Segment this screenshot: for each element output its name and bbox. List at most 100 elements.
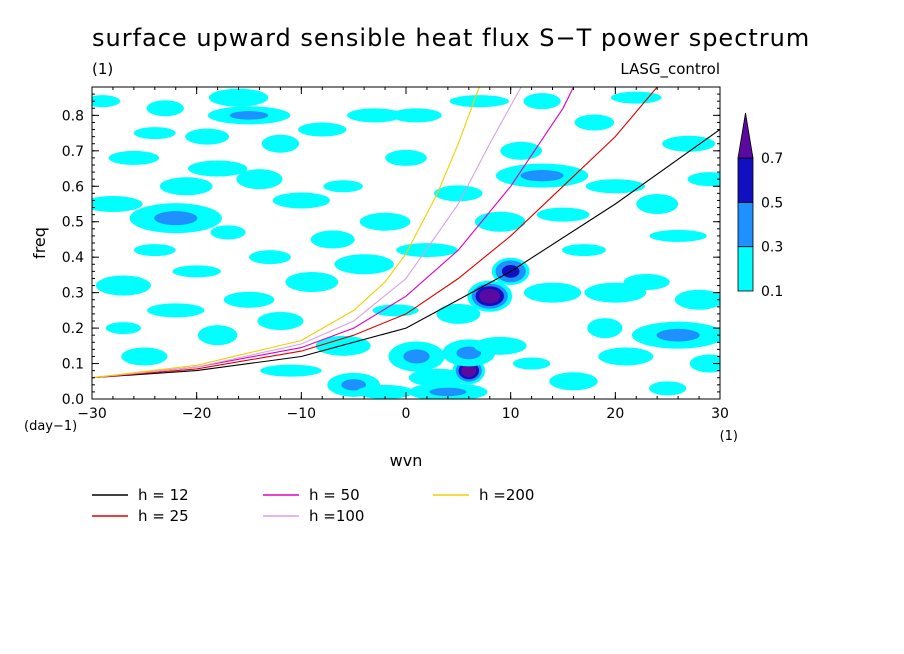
contour-blob [656,328,700,342]
contour-blob [449,95,509,108]
curve-h200 [92,87,480,379]
chart-subtitle-right: LASG_control [620,60,720,79]
legend-entry: h =100 [309,507,364,525]
y-tick-label: 0.5 [62,215,84,231]
chart-title: surface upward sensible heat flux S−T po… [92,24,810,52]
curve-h25 [92,87,658,379]
contour-blob [236,169,283,190]
contour-blob [341,379,366,391]
contour-blob [687,172,720,187]
contour-blob [92,196,143,212]
contour-blob [347,108,403,123]
contour-blob [649,229,707,242]
contour-blob [549,372,598,391]
x-tick-label: 10 [502,406,520,422]
contour-blob [92,95,121,108]
legend: h = 12 h = 25 h = 50 h =100 h =200 [92,486,534,525]
contour-blob [429,387,467,397]
colorbar-extend-arrow [737,112,754,159]
y-tick-label: 0.3 [62,286,84,302]
contour-blob [159,177,213,196]
contour-blob [574,114,615,131]
y-tick-label: 0.8 [62,108,84,124]
contour-blob [674,289,720,310]
contour-blob [396,243,458,258]
contour-blob [479,288,501,304]
contour-blob [257,312,304,330]
contour-blob [434,185,483,202]
contour-blob [261,134,300,153]
x-axis-label: wvn [390,451,423,470]
contour-blob [403,349,430,364]
legend-entry: h = 12 [138,486,189,504]
contour-blob [133,244,176,257]
contour-blob [285,272,339,292]
colorbar-label: 0.5 [761,195,783,211]
colorbar-label: 0.3 [761,240,783,256]
contour-blob [391,108,442,123]
contour-blob [520,170,564,182]
contour-blob [598,347,654,366]
y-tick-label: 0.0 [62,392,84,408]
x-tick-label: −20 [182,406,212,422]
contour-blob [172,265,221,278]
contour-blob [561,244,606,257]
contour-blob [474,211,526,232]
contour-blob [154,211,198,226]
y-tick-label: 0.6 [62,179,84,195]
contour-blob [636,194,679,214]
y-tick-label: 0.2 [62,321,84,337]
colorbar-segment [737,201,754,248]
x-tick-label: 30 [711,406,729,422]
colorbar: 0.1 0.3 0.5 0.7 [737,112,783,300]
contour-blob [523,93,561,110]
x-tick-label: −10 [287,406,317,422]
contour-blob [536,207,590,222]
x-unit-label: (1) [720,429,738,444]
contour-blob [210,225,246,240]
contour-blob [298,122,347,137]
colorbar-segment [737,246,754,292]
contour-blob [229,111,269,120]
colorbar-segment [737,157,754,203]
contour-blob [610,91,662,104]
contour-blob [133,127,176,140]
y-tick-label: 0.4 [62,250,84,266]
y-tick-label: 0.1 [62,357,84,373]
x-tick-label: 0 [402,406,411,422]
contour-blob [385,149,427,166]
contour-blob [585,179,646,194]
contour-blob [249,250,291,265]
contour-blob [105,322,141,335]
contour-blob [208,88,269,107]
chart-subtitle-left: (1) [92,60,113,78]
contour-blob [408,368,466,387]
contour-blob [197,325,238,346]
contour-blob [500,141,543,160]
contour-blob [185,128,230,145]
y-axis-label: freq [30,227,49,259]
contour-blob [648,381,687,396]
contour-blob [436,303,481,324]
plot-area: −30 −20 −10 0 10 20 30 0.0 0.1 0.2 0.3 0.4 0.5 0.6 0.7… [62,86,729,422]
contour-blob [315,335,371,356]
legend-entry: h = 25 [138,507,189,525]
contour-blob [146,100,184,117]
contour-blob [223,291,275,308]
legend-entry: h = 50 [309,486,360,504]
contour-blob [260,364,322,377]
contour-blob [359,212,411,231]
contour-blob [95,275,151,296]
contour-blob [310,230,355,249]
contour-blob [108,150,160,165]
contour-blob [187,160,248,177]
curve-h12 [92,129,720,379]
contour-blob [523,282,582,303]
curve-h100 [92,87,522,379]
contour-blob [147,303,205,318]
contour-blob [689,354,720,373]
colorbar-label: 0.7 [761,151,783,167]
contour-blob [461,364,477,378]
contour-blob [473,336,527,355]
